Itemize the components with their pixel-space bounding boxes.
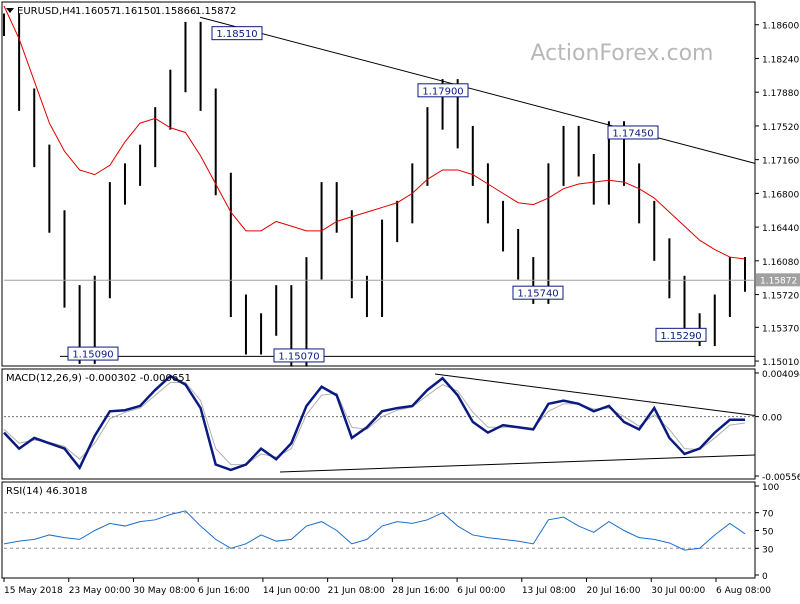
chart-header: EURUSD,H4 1.16057 1.16150 1.15866 1.1587…	[6, 6, 236, 17]
rsi-plot	[3, 510, 755, 551]
axes: 1.18600 1.18240 1.17880 1.17520 1.17160 1.168…	[3, 22, 800, 596]
price-y-tick-label: 1.18600	[762, 22, 799, 32]
price-y-tick-label: 1.16440	[762, 224, 799, 234]
x-tick-label: 15 May 2018	[4, 586, 63, 596]
current-price-tag: 1.15872	[756, 273, 800, 287]
price-y-tick-label: 1.16800	[762, 190, 799, 200]
annotation-box	[417, 83, 469, 98]
price-annotation: 1.15090	[67, 346, 119, 361]
price-annotation: 1.17900	[417, 83, 469, 98]
x-tick-label: 6 Jul 00:00	[457, 586, 506, 596]
x-tick-label: 21 Jun 08:00	[328, 586, 385, 596]
price-annotation: 1.15290	[655, 327, 707, 342]
price-annotation: 1.15070	[273, 348, 325, 363]
x-tick-label: 6 Jun 16:00	[198, 586, 250, 596]
x-tick-label: 30 Jul 00:00	[651, 586, 705, 596]
macd-title: MACD(12,26,9) -0.000302 -0.000651	[6, 373, 191, 384]
macd-plot	[3, 373, 756, 473]
price-y-tick-label: 1.15010	[762, 358, 799, 368]
rsi-title: RSI(14) 46.3018	[6, 486, 87, 497]
macd-y-tick-label: 0.004094	[762, 370, 800, 380]
annotation-label: 1.15070	[278, 351, 319, 362]
x-tick-label: 14 Jun 00:00	[263, 586, 320, 596]
macd-lower-trendline	[279, 454, 756, 473]
annotation-box	[273, 348, 325, 363]
price-y-tick-label: 1.17880	[762, 89, 799, 99]
price-annotation: 1.18510	[211, 26, 263, 41]
macd-main-line	[3, 374, 745, 472]
annotation-box	[512, 285, 564, 300]
watermark: ActionForex.com	[531, 41, 714, 66]
symbol-label: EURUSD,H4	[17, 6, 76, 17]
annotation-box	[607, 125, 659, 140]
x-tick-label: 23 May 00:00	[69, 586, 131, 596]
macd-signal-line	[3, 381, 746, 466]
rsi-line	[3, 510, 746, 551]
open-value: 1.16057	[75, 6, 116, 17]
dropdown-triangle-icon	[6, 8, 14, 13]
current-price-tag-bg	[756, 273, 800, 287]
macd-panel-frame	[1, 368, 756, 480]
annotation-label: 1.17450	[612, 128, 653, 139]
rsi-y-tick-label: 100	[762, 483, 779, 493]
annotation-label: 1.15740	[517, 289, 558, 300]
x-tick-label: 13 Jul 08:00	[522, 586, 576, 596]
price-panel-frame	[1, 1, 756, 367]
annotation-box	[211, 26, 263, 41]
price-y-tick-label: 1.17520	[762, 123, 799, 133]
price-plot: 1.18510 1.17900 1.17450 1.15740 1.15290 1.150…	[3, 5, 756, 367]
annotation-label: 1.15290	[660, 331, 701, 342]
price-y-tick-label: 1.18240	[762, 55, 799, 65]
macd-upper-trendline	[434, 373, 756, 417]
macd-y-tick-label: -0.005568	[762, 473, 800, 483]
x-tick-label: 30 May 08:00	[133, 586, 195, 596]
price-y-tick-label: 1.16080	[762, 258, 799, 268]
price-annotation: 1.17450	[607, 125, 659, 140]
annotation-box	[67, 346, 119, 361]
macd-y-tick-label: 0.00	[762, 414, 782, 424]
price-y-tick-label: 1.15370	[762, 324, 799, 334]
annotation-box	[655, 327, 707, 342]
price-annotation: 1.15740	[512, 285, 564, 300]
annotation-label: 1.17900	[422, 86, 463, 97]
high-value: 1.16150	[115, 6, 156, 17]
annotation-label: 1.15090	[72, 350, 113, 361]
rsi-y-tick-label: 30	[762, 545, 774, 555]
rsi-y-tick-label: 0	[762, 572, 768, 582]
x-tick-label: 6 Aug 08:00	[716, 586, 771, 596]
close-value: 1.15872	[195, 6, 236, 17]
current-price-tag-label: 1.15872	[760, 276, 797, 286]
price-y-tick-label: 1.15720	[762, 292, 799, 302]
annotation-label: 1.18510	[216, 29, 257, 40]
rsi-y-tick-label: 50	[762, 528, 774, 538]
low-value: 1.15866	[155, 6, 196, 17]
x-tick-label: 20 Jul 16:00	[587, 586, 641, 596]
moving-average-line	[3, 5, 746, 260]
resistance-trendline	[199, 16, 756, 164]
x-tick-label: 28 Jun 16:00	[392, 586, 449, 596]
rsi-y-tick-label: 70	[762, 510, 774, 520]
price-y-tick-label: 1.17160	[762, 157, 799, 167]
